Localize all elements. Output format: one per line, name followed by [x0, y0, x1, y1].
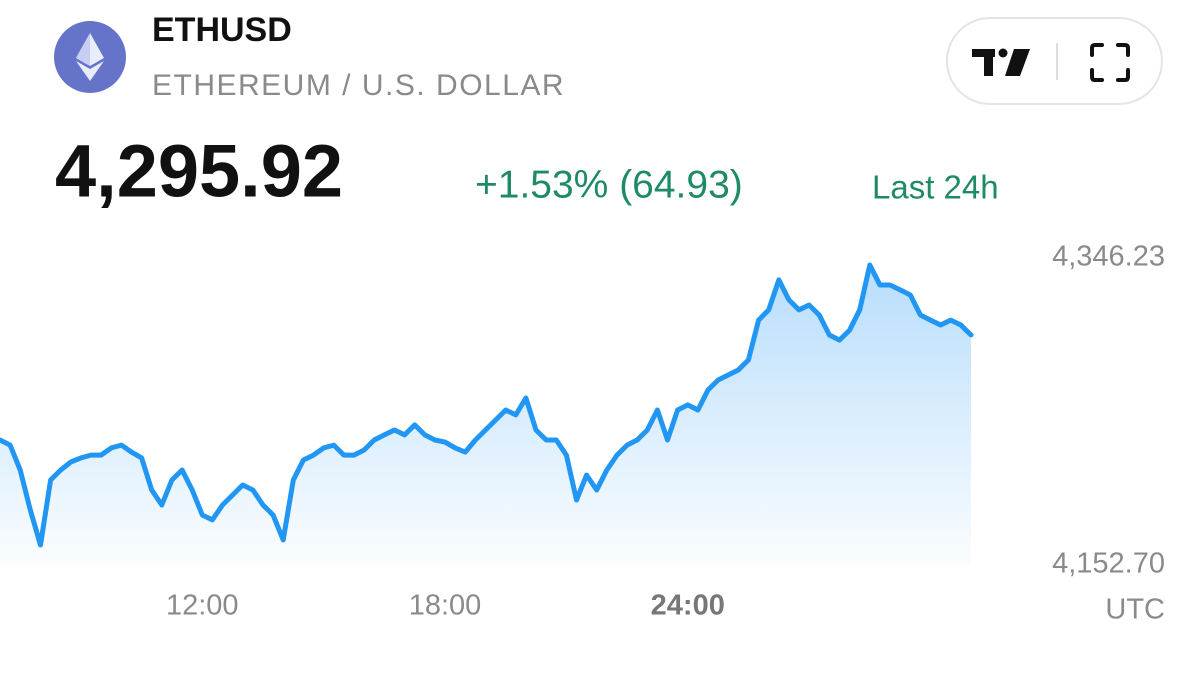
toolbar-pill [946, 17, 1163, 105]
subtitle: ETHEREUM / U.S. DOLLAR [152, 69, 565, 102]
x-tick-label: 12:00 [166, 590, 239, 622]
tradingview-logo[interactable] [972, 48, 1030, 77]
y-tick-label: 4,346.23 [1052, 241, 1165, 273]
price-line [0, 262, 974, 548]
change-period: Last 24h [872, 169, 999, 206]
x-tick-label: 24:00 [651, 590, 725, 622]
toolbar [946, 17, 1163, 105]
symbol: ETHUSD [152, 11, 292, 49]
x-tick-label: 18:00 [409, 590, 482, 622]
coin-icon [54, 21, 126, 93]
area [0, 265, 971, 565]
timezone: UTC [1105, 594, 1165, 626]
price: 4,295.92 [55, 130, 343, 213]
fullscreen-button[interactable] [1090, 43, 1130, 82]
price-change: +1.53% (64.93) [475, 163, 743, 206]
y-tick-label: 4,152.70 [1052, 548, 1165, 580]
